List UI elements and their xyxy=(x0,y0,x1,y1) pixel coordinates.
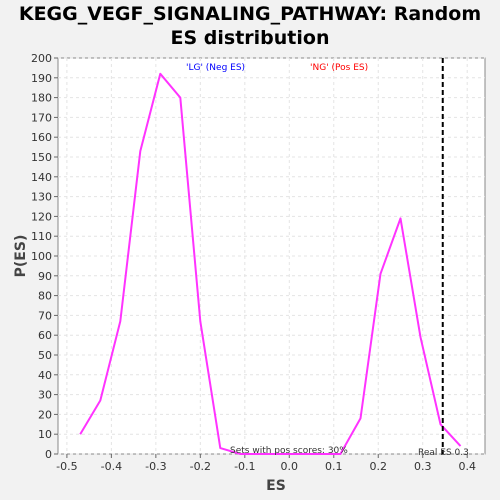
x-tick-label: -0.4 xyxy=(101,460,122,473)
chart-title: KEGG_VEGF_SIGNALING_PATHWAY: Random ES d… xyxy=(0,2,500,50)
y-tick-label: 10 xyxy=(38,428,52,441)
pos-scores-note: Sets with pos scores: 30% xyxy=(230,446,348,456)
y-tick-label: 70 xyxy=(38,309,52,322)
y-tick-label: 80 xyxy=(38,290,52,303)
real-es-note: Real ES 0.3 xyxy=(418,448,469,458)
neg-es-label: 'LG' (Neg ES) xyxy=(186,63,245,73)
y-tick-label: 170 xyxy=(31,111,52,124)
y-tick-label: 60 xyxy=(38,329,52,342)
y-tick-label: 120 xyxy=(31,210,52,223)
grid-lines xyxy=(58,57,485,455)
y-tick-label: 40 xyxy=(38,369,52,382)
x-tick-label: -0.2 xyxy=(190,460,211,473)
es-distribution-line xyxy=(79,72,462,455)
x-tick-label: 0.0 xyxy=(281,460,299,473)
y-tick-label: 100 xyxy=(31,250,52,263)
x-axis-label: ES xyxy=(266,478,286,494)
annotations: 'LG' (Neg ES) 'NG' (Pos ES) Sets with po… xyxy=(186,63,469,458)
x-tick-label: -0.1 xyxy=(234,460,255,473)
y-tick-label: 50 xyxy=(38,349,52,362)
x-tick-label: 0.2 xyxy=(370,460,388,473)
y-tick-label: 0 xyxy=(45,448,52,461)
y-tick-label: 130 xyxy=(31,191,52,204)
y-tick-label: 140 xyxy=(31,171,52,184)
y-tick-label: 20 xyxy=(38,408,52,421)
y-tick-label: 190 xyxy=(31,72,52,85)
series-layer xyxy=(79,58,462,455)
chart-title-line2: ES distribution xyxy=(170,27,330,49)
y-tick-label: 90 xyxy=(38,270,52,283)
y-tick-label: 110 xyxy=(31,230,52,243)
x-tick-label: -0.3 xyxy=(145,460,166,473)
y-axis-label: P(ES) xyxy=(13,235,29,278)
y-tick-label: 200 xyxy=(31,52,52,65)
x-tick-label: -0.5 xyxy=(56,460,77,473)
pos-es-label: 'NG' (Pos ES) xyxy=(310,63,368,73)
chart-title-line1: KEGG_VEGF_SIGNALING_PATHWAY: Random xyxy=(18,3,482,25)
y-tick-label: 180 xyxy=(31,92,52,105)
x-tick-label: 0.4 xyxy=(458,460,476,473)
x-tick-label: 0.1 xyxy=(325,460,343,473)
x-tick-label: 0.3 xyxy=(414,460,432,473)
y-tick-label: 150 xyxy=(31,151,52,164)
y-tick-label: 160 xyxy=(31,131,52,144)
axis-ticks: -0.5 -0.4 -0.3 -0.2 -0.1 0.0 0.1 0.2 0.3 0.4 0 10 20… xyxy=(31,52,476,473)
y-tick-label: 30 xyxy=(38,389,52,402)
